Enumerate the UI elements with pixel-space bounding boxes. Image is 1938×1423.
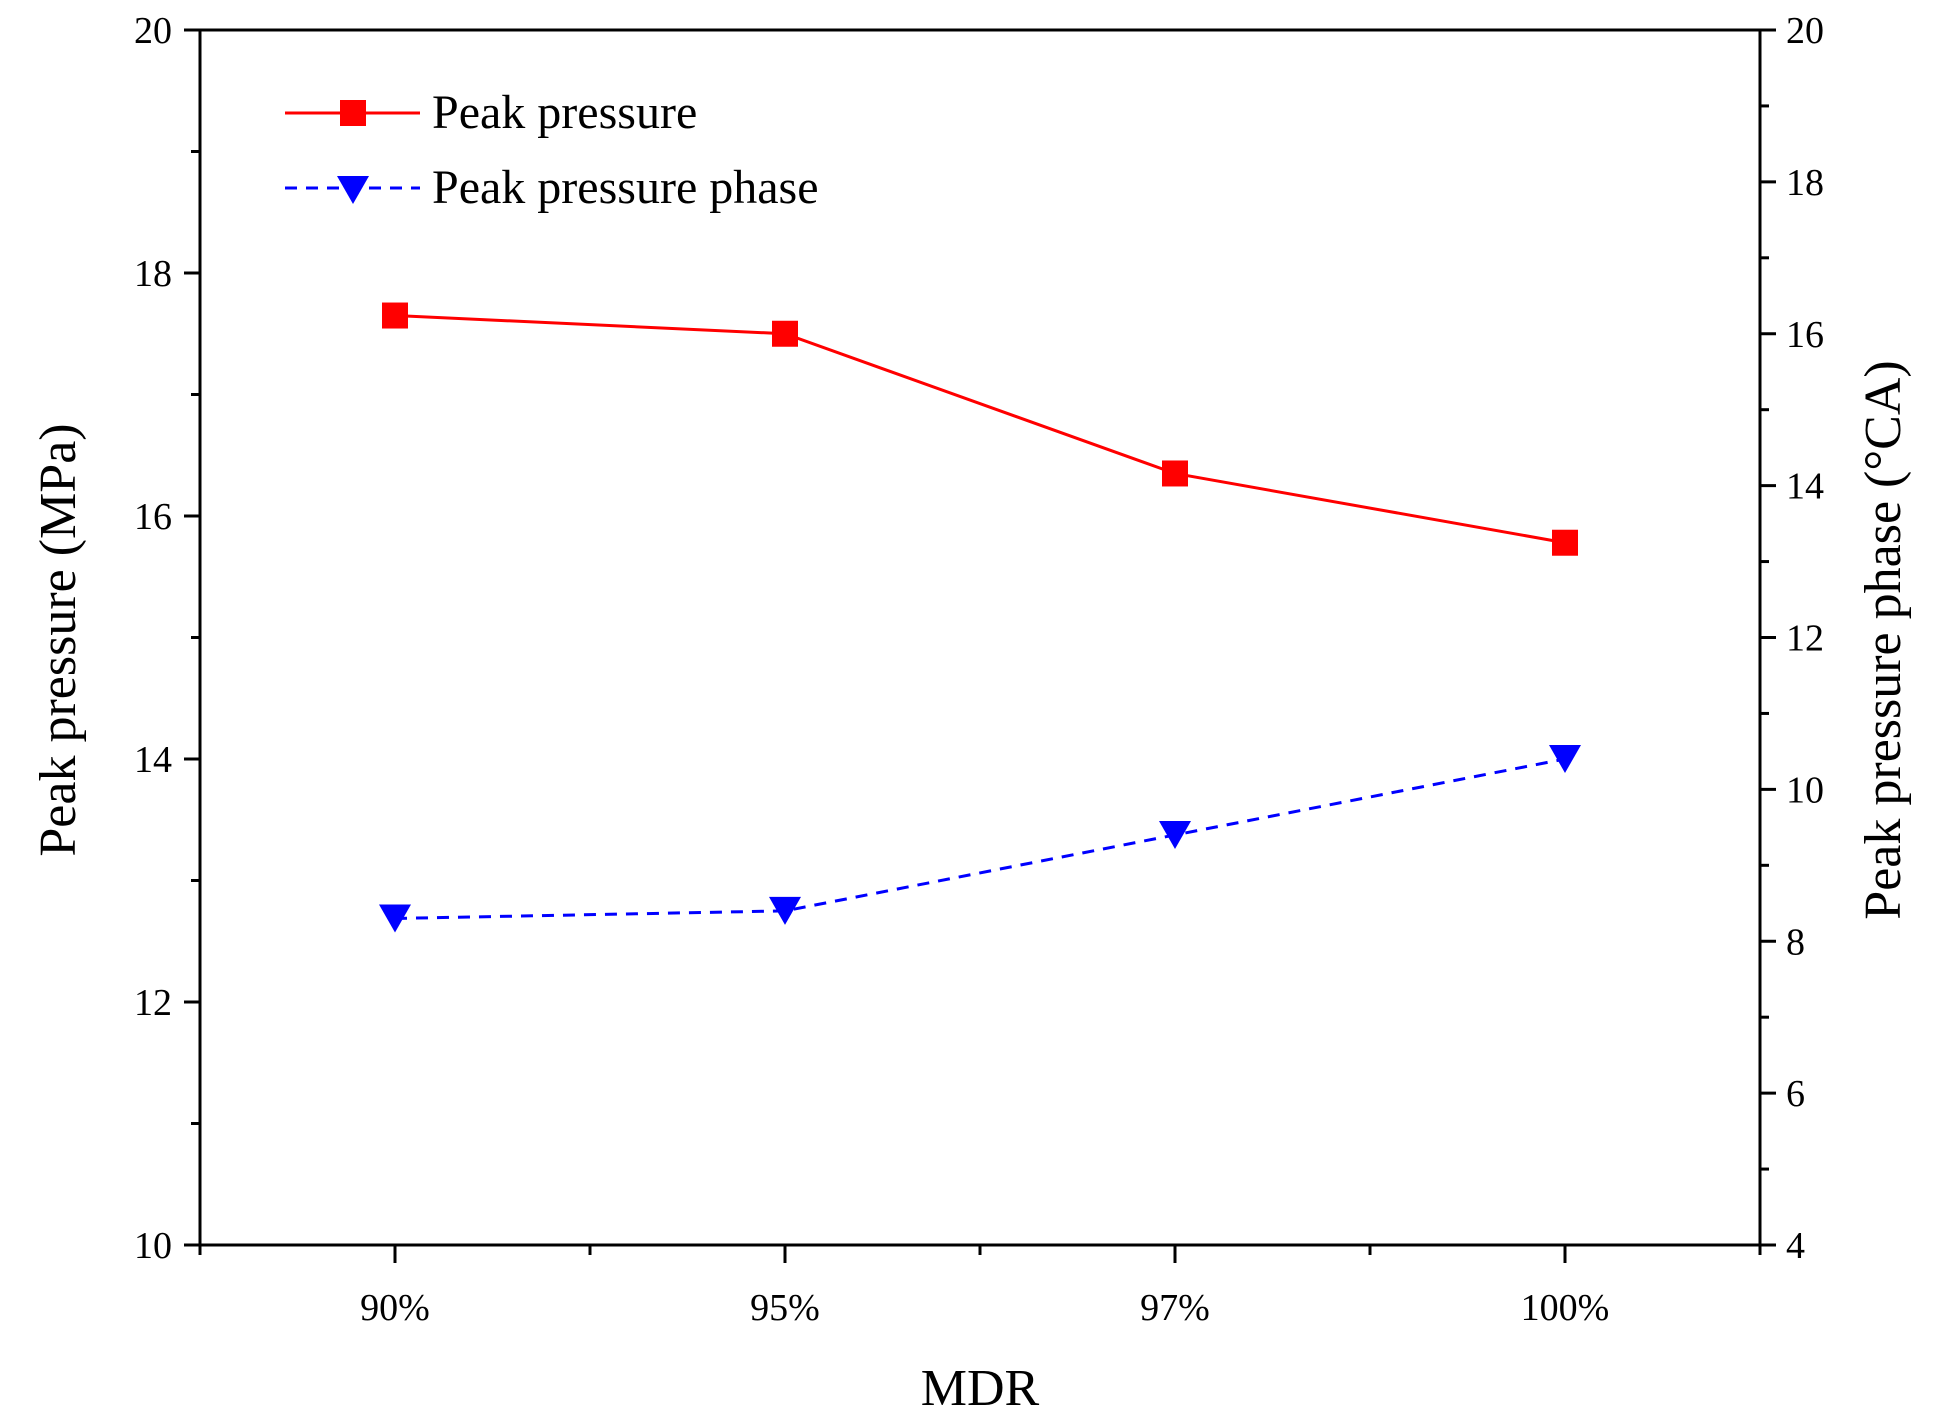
y-left-tick-label: 20 [134, 10, 172, 52]
tick-labels-group: 10 12 14 16 18 20 4 6 8 10 12 14 16 18 20 90% 95% 97% 100% [134, 10, 1824, 1329]
y-left-tick-label: 16 [134, 496, 172, 538]
x-axis-title: MDR [921, 1360, 1040, 1417]
y-axis-left-title: Peak pressure (MPa) [30, 423, 87, 856]
y-left-tick-label: 10 [134, 1225, 172, 1267]
x-tick-label: 95% [750, 1287, 820, 1329]
y-axis-right-title: Peak pressure phase (°CA) [1855, 360, 1912, 919]
x-tick-label: 100% [1521, 1287, 1610, 1329]
y-right-tick-label: 4 [1786, 1225, 1805, 1267]
y-left-tick-label: 12 [134, 982, 172, 1024]
data-point-peak-pressure-phase [379, 904, 411, 933]
legend-marker-peak-pressure-phase [337, 176, 369, 204]
data-point-peak-pressure [1162, 460, 1188, 487]
x-tick-label: 90% [360, 1287, 430, 1329]
x-tick-label: 97% [1140, 1287, 1210, 1329]
data-point-peak-pressure [772, 320, 798, 347]
y-right-tick-label: 16 [1786, 314, 1824, 356]
y-right-tick-label: 6 [1786, 1073, 1805, 1115]
y-right-tick-label: 12 [1786, 618, 1824, 660]
y-right-tick-label: 8 [1786, 921, 1805, 963]
legend-label-peak-pressure: Peak pressure [432, 86, 697, 139]
legend-label-peak-pressure-phase: Peak pressure phase [432, 161, 819, 214]
y-right-tick-label: 10 [1786, 769, 1824, 811]
ticks-group [184, 28, 1776, 1263]
data-point-peak-pressure-phase [1549, 745, 1581, 773]
y-left-tick-label: 18 [134, 253, 172, 295]
data-point-peak-pressure-phase [1159, 820, 1191, 849]
series-line-peak-pressure-phase [394, 757, 1566, 920]
series-line-peak-pressure [394, 314, 1566, 545]
legend-marker-peak-pressure [340, 100, 366, 126]
y-right-tick-label: 18 [1786, 162, 1824, 204]
data-point-peak-pressure [1552, 529, 1578, 556]
y-right-tick-label: 20 [1786, 10, 1824, 52]
y-left-tick-label: 14 [134, 739, 172, 781]
data-point-peak-pressure-phase [769, 896, 801, 925]
y-right-tick-label: 14 [1786, 466, 1824, 508]
legend: Peak pressure Peak pressure phase [285, 86, 819, 214]
series-layer [379, 302, 1581, 933]
data-point-peak-pressure [382, 302, 408, 329]
